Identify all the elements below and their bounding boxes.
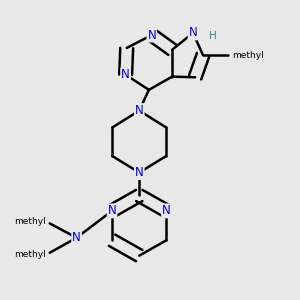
Text: N: N <box>135 166 144 179</box>
Text: N: N <box>189 26 197 39</box>
Text: N: N <box>135 104 144 117</box>
Text: N: N <box>108 204 116 218</box>
Text: methyl: methyl <box>232 51 264 60</box>
Text: N: N <box>72 231 81 244</box>
Text: N: N <box>147 28 156 42</box>
Text: N: N <box>121 68 130 81</box>
Text: H: H <box>209 32 217 41</box>
Text: N: N <box>162 204 171 218</box>
Text: methyl: methyl <box>14 217 46 226</box>
Text: methyl: methyl <box>14 250 46 259</box>
